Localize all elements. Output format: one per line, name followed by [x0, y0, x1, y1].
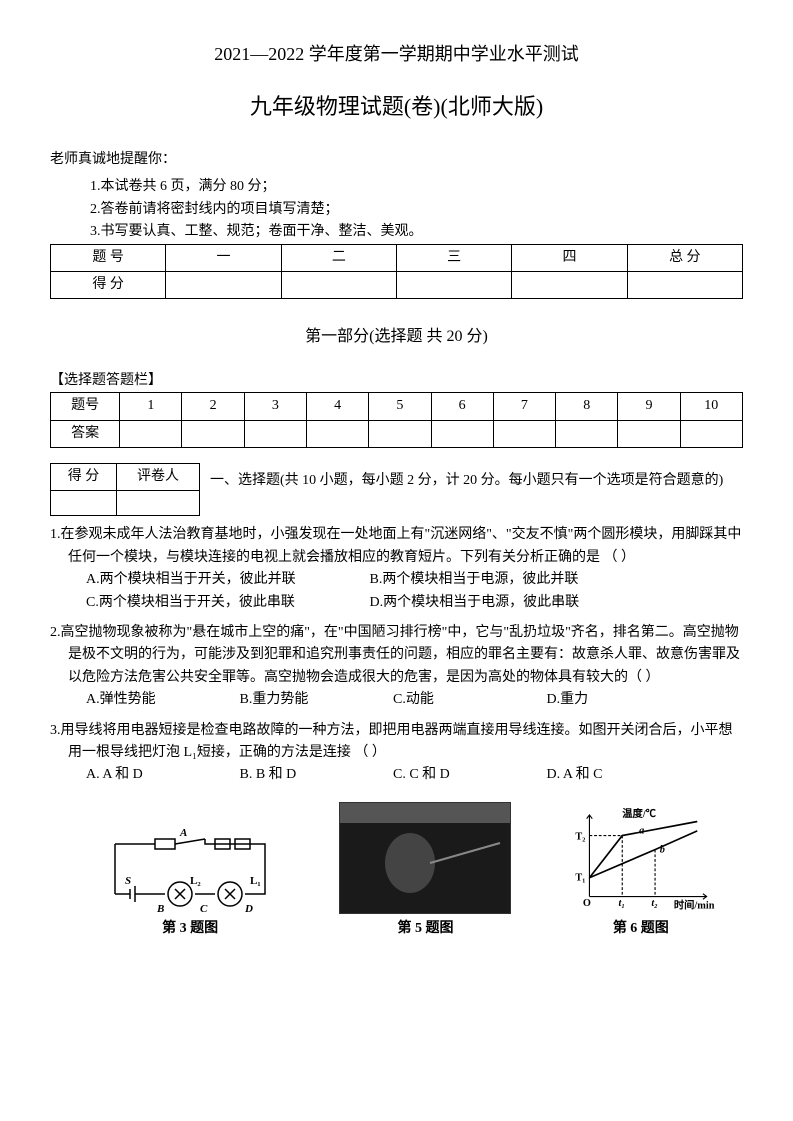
figures-row: S A B C D L₂ L₁ 第 3 题图 第 5 题图 [50, 802, 743, 940]
reminder-lead: 老师真诚地提醒你： [50, 149, 743, 171]
cell[interactable] [556, 420, 618, 447]
answer-grid-label: 【选择题答题栏】 [50, 370, 743, 392]
cell: 2 [182, 393, 244, 420]
svg-text:S: S [125, 875, 131, 887]
option-a: A.两个模块相当于开关，彼此并联 [86, 569, 366, 591]
cell: 答案 [51, 420, 120, 447]
option-b: B. B 和 D [240, 764, 390, 786]
figure-caption: 第 6 题图 [566, 918, 716, 940]
option-a: A.弹性势能 [86, 689, 236, 711]
question-text: 3.用导线将用电器短接是检查电路故障的一种方法，即把用电器两端直接用导线连接。如… [50, 723, 733, 760]
reminder-item: 1.本试卷共 6 页，满分 80 分； [50, 176, 743, 198]
cell: 题号 [51, 393, 120, 420]
cell[interactable] [281, 271, 396, 298]
svg-text:B: B [156, 903, 164, 914]
cell: 得 分 [51, 464, 117, 491]
option-c: C.两个模块相当于开关，彼此串联 [86, 592, 366, 614]
photo-placeholder [339, 802, 511, 914]
question-3: 3.用导线将用电器短接是检查电路故障的一种方法，即把用电器两端直接用导线连接。如… [50, 720, 743, 787]
svg-text:b: b [660, 844, 665, 855]
exam-period-title: 2021—2022 学年度第一学期期中学业水平测试 [50, 40, 743, 69]
svg-text:C: C [200, 903, 208, 914]
option-c: C.动能 [393, 689, 543, 711]
cell: 5 [369, 393, 431, 420]
cell: 1 [120, 393, 182, 420]
cell: 题 号 [51, 244, 166, 271]
option-c: C. C 和 D [393, 764, 543, 786]
cell: 评卷人 [116, 464, 199, 491]
cell[interactable] [182, 420, 244, 447]
cell: 得 分 [51, 271, 166, 298]
cell: 三 [396, 244, 511, 271]
cell[interactable] [51, 491, 117, 516]
cell[interactable] [244, 420, 306, 447]
answer-grid-table: 题号 1 2 3 4 5 6 7 8 9 10 答案 [50, 392, 743, 448]
cell: 四 [512, 244, 627, 271]
figure-3: S A B C D L₂ L₁ 第 3 题图 [95, 814, 285, 940]
option-a: A. A 和 D [86, 764, 236, 786]
question-text: 1.在参观未成年人法治教育基地时，小强发现在一处地面上有"沉迷网络"、"交友不慎… [50, 527, 741, 564]
svg-text:O: O [583, 898, 591, 909]
figure-5: 第 5 题图 [339, 802, 511, 940]
cell: 总 分 [627, 244, 742, 271]
cell[interactable] [431, 420, 493, 447]
cell: 9 [618, 393, 680, 420]
question-1: 1.在参观未成年人法治教育基地时，小强发现在一处地面上有"沉迷网络"、"交友不慎… [50, 524, 743, 614]
temperature-graph: 温度/℃ 时间/min T₂ T₁ O t₁ t₂ a b [566, 804, 716, 914]
option-b: B.两个模块相当于电源，彼此并联 [370, 569, 650, 591]
reminder-item: 2.答卷前请将密封线内的项目填写清楚； [50, 199, 743, 221]
question-2: 2.高空抛物现象被称为"悬在城市上空的痛"，在"中国陋习排行榜"中，它与"乱扔垃… [50, 622, 743, 712]
cell[interactable] [396, 271, 511, 298]
question-text: 2.高空抛物现象被称为"悬在城市上空的痛"，在"中国陋习排行榜"中，它与"乱扔垃… [50, 625, 740, 685]
svg-text:t₂: t₂ [651, 898, 658, 909]
cell[interactable] [680, 420, 742, 447]
grader-table: 得 分 评卷人 [50, 463, 200, 516]
option-d: D.重力 [547, 689, 697, 711]
option-b: B.重力势能 [240, 689, 390, 711]
cell[interactable] [307, 420, 369, 447]
cell: 4 [307, 393, 369, 420]
circuit-diagram: S A B C D L₂ L₁ [95, 814, 285, 914]
svg-text:T₂: T₂ [575, 831, 585, 842]
cell: 7 [493, 393, 555, 420]
svg-text:A: A [179, 827, 187, 839]
svg-text:T₁: T₁ [575, 872, 585, 883]
exam-subject-title: 九年级物理试题(卷)(北师大版) [50, 89, 743, 124]
svg-text:温度/℃: 温度/℃ [622, 807, 656, 820]
svg-text:t₁: t₁ [618, 898, 624, 909]
cell[interactable] [627, 271, 742, 298]
cell: 10 [680, 393, 742, 420]
cell: 3 [244, 393, 306, 420]
figure-caption: 第 5 题图 [339, 918, 511, 940]
section-title: 第一部分(选择题 共 20 分) [50, 324, 743, 350]
svg-text:时间/min: 时间/min [674, 898, 715, 911]
score-summary-table: 题 号 一 二 三 四 总 分 得 分 [50, 244, 743, 300]
figure-caption: 第 3 题图 [95, 918, 285, 940]
cell[interactable] [493, 420, 555, 447]
cell: 6 [431, 393, 493, 420]
svg-text:D: D [244, 903, 253, 914]
svg-text:L₁: L₁ [250, 875, 261, 887]
option-d: D.两个模块相当于电源，彼此串联 [370, 592, 650, 614]
cell: 二 [281, 244, 396, 271]
cell[interactable] [120, 420, 182, 447]
option-d: D. A 和 C [547, 764, 697, 786]
svg-text:L₂: L₂ [190, 875, 201, 887]
cell: 一 [166, 244, 281, 271]
cell: 8 [556, 393, 618, 420]
cell[interactable] [618, 420, 680, 447]
cell[interactable] [166, 271, 281, 298]
svg-text:a: a [639, 825, 644, 836]
mc-header-block: 得 分 评卷人 一、选择题(共 10 小题，每小题 2 分，计 20 分。每小题… [50, 458, 743, 516]
cell[interactable] [116, 491, 199, 516]
reminder-item: 3.书写要认真、工整、规范；卷面干净、整洁、美观。 [50, 221, 743, 243]
cell[interactable] [369, 420, 431, 447]
cell[interactable] [512, 271, 627, 298]
figure-6: 温度/℃ 时间/min T₂ T₁ O t₁ t₂ a b 第 6 题图 [566, 804, 716, 940]
